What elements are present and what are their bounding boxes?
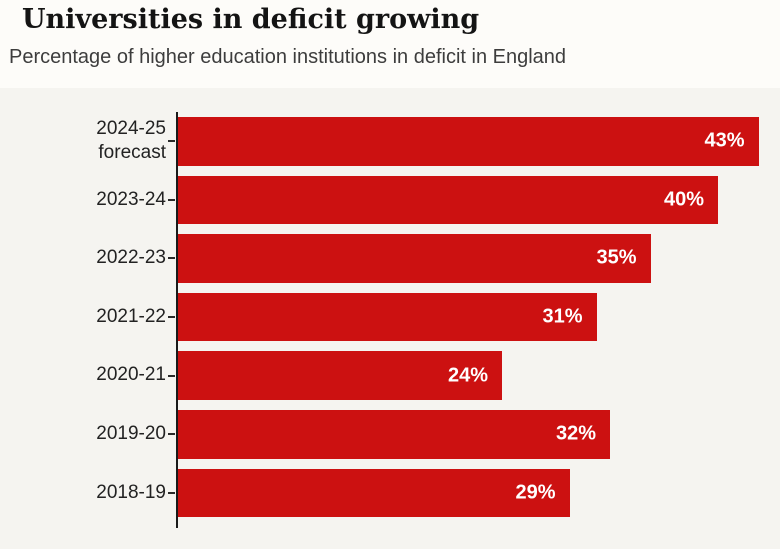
bar-rows: 2024-25 forecast 43% 2023-24 40% 2022-23… [0,112,780,522]
y-axis-line [176,112,178,528]
bar-chart-plot-area: 2024-25 forecast 43% 2023-24 40% 2022-23… [0,88,780,549]
category-label: 2023-24 [96,188,166,210]
bar: 29% [178,468,570,518]
category-label: 2022-23 [96,247,166,269]
bar: 31% [178,292,597,342]
bar-track: 40% [178,175,772,225]
bar: 24% [178,351,502,400]
value-label: 31% [542,305,583,328]
axis-tick [168,140,175,143]
bar-track: 35% [178,234,772,283]
category-label: 2020-21 [96,364,166,386]
bar-track: 24% [178,351,772,400]
bar-row: 2019-20 32% [0,405,780,464]
chart-subtitle: Percentage of higher education instituti… [9,46,567,69]
axis-tick [168,257,175,260]
bar-row: 2022-23 35% [0,229,780,288]
bar-track: 32% [178,409,772,459]
bar-track: 31% [178,292,772,342]
bar: 35% [178,234,651,283]
bar: 40% [178,175,718,225]
axis-tick [168,491,175,494]
value-label: 24% [447,364,488,387]
value-label: 32% [555,422,596,445]
axis-tick [168,433,175,436]
chart-title: Universities in deficit growing [22,4,480,35]
bar-row: 2024-25 forecast 43% [0,112,780,171]
bar-row: 2018-19 29% [0,464,780,523]
category-label: 2019-20 [96,422,166,444]
bar-row: 2023-24 40% [0,171,780,230]
category-label: 2024-25 forecast [96,117,166,164]
axis-tick [168,374,175,377]
value-label: 29% [515,481,556,504]
axis-tick [168,316,175,319]
bar-track: 43% [178,117,772,166]
bar: 43% [178,117,759,166]
value-label: 40% [663,188,704,211]
category-label: 2018-19 [96,481,166,503]
bar-track: 29% [178,468,772,518]
bar-row: 2021-22 31% [0,288,780,347]
axis-tick [168,198,175,201]
value-label: 43% [704,129,745,152]
bar-row: 2020-21 24% [0,346,780,405]
value-label: 35% [596,246,637,269]
category-label: 2021-22 [96,305,166,327]
bar: 32% [178,409,610,459]
